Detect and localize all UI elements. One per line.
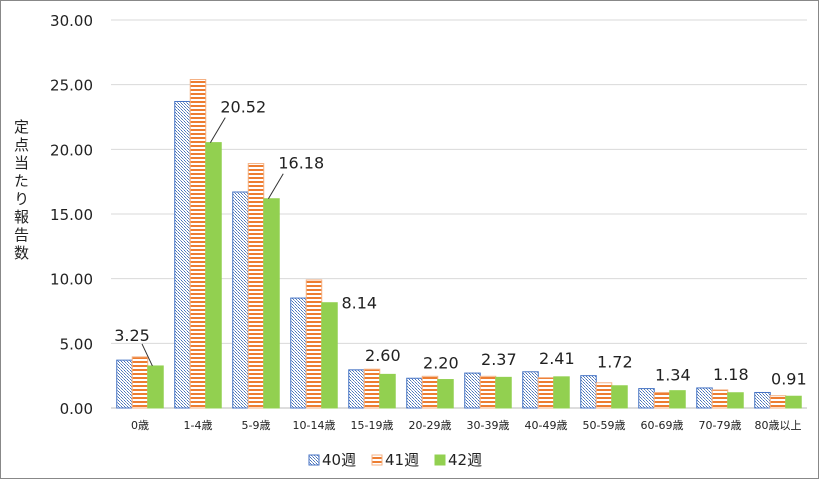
- bar-42週-30-39歳: [495, 376, 512, 409]
- legend-swatch: [308, 454, 320, 466]
- bar-42週-80歳以上: [785, 395, 802, 409]
- leader-line: [209, 117, 226, 143]
- bar-40週-15-19歳: [348, 369, 365, 409]
- bar-41週-15-19歳: [363, 368, 381, 409]
- data-label: 2.60: [365, 346, 401, 365]
- data-label: 2.37: [481, 350, 517, 369]
- x-tick-label: 1-4歳: [184, 419, 213, 432]
- bar-42週-1-4歳: [205, 142, 222, 409]
- x-tick-label: 70-79歳: [699, 419, 742, 432]
- bar-40週-30-39歳: [464, 372, 481, 409]
- data-label: 1.18: [713, 365, 749, 384]
- bar-41週-30-39歳: [479, 375, 497, 409]
- y-axis-title: 定点当たり報告数: [12, 119, 30, 263]
- bar-41週-20-29歳: [421, 375, 439, 409]
- data-label: 20.52: [220, 98, 266, 117]
- bar-41週-60-69歳: [653, 391, 671, 409]
- y-tick-label: 30.00: [50, 12, 93, 30]
- data-label: 2.20: [423, 353, 459, 372]
- bar-40週-70-79歳: [696, 387, 713, 409]
- y-tick-label: 15.00: [50, 206, 93, 224]
- bar-42週-5-9歳: [263, 198, 280, 409]
- y-tick-label: 10.00: [50, 271, 93, 289]
- bar-42週-60-69歳: [669, 390, 686, 409]
- x-tick-label: 5-9歳: [242, 419, 271, 432]
- bar-40週-20-29歳: [406, 377, 423, 409]
- data-label: 1.72: [597, 353, 633, 372]
- bar-41週-10-14歳: [305, 279, 323, 409]
- x-tick-label: 80歳以上: [755, 419, 802, 432]
- bar-40週-5-9歳: [232, 191, 249, 409]
- bar-41週-80歳以上: [769, 395, 787, 409]
- bar-40週-10-14歳: [290, 297, 307, 409]
- bar-42週-0歳: [147, 365, 164, 409]
- data-label: 2.41: [539, 349, 575, 368]
- x-tick-label: 40-49歳: [525, 419, 568, 432]
- bar-40週-1-4歳: [174, 100, 191, 409]
- leader-line: [141, 343, 153, 367]
- bar-40週-40-49歳: [522, 371, 539, 409]
- x-tick-label: 50-59歳: [583, 419, 626, 432]
- data-label: 0.91: [771, 369, 807, 388]
- bar-42週-20-29歳: [437, 379, 454, 409]
- x-tick-label: 60-69歳: [641, 419, 684, 432]
- bar-41週-40-49歳: [537, 377, 555, 409]
- x-tick-label: 10-14歳: [293, 419, 336, 432]
- leader-line: [267, 173, 284, 199]
- data-label: 16.18: [278, 154, 324, 173]
- bar-40週-0歳: [116, 359, 133, 409]
- y-tick-label: 5.00: [60, 335, 93, 353]
- data-label: 8.14: [341, 294, 377, 313]
- legend: 40週 41週 42週: [308, 451, 482, 469]
- bar-40週-60-69歳: [638, 388, 655, 409]
- bar-42週-10-14歳: [321, 302, 338, 409]
- y-tick-label: 0.00: [60, 400, 93, 418]
- legend-label: 42週: [448, 451, 482, 469]
- x-tick-label: 0歳: [131, 419, 149, 432]
- bar-42週-40-49歳: [553, 376, 570, 409]
- data-label: 1.34: [655, 366, 691, 385]
- bar-41週-0歳: [131, 356, 149, 409]
- bar-42週-15-19歳: [379, 373, 396, 409]
- x-tick-label: 30-39歳: [467, 419, 510, 432]
- bar-41週-50-59歳: [595, 382, 613, 409]
- bar-41週-70-79歳: [711, 389, 729, 409]
- x-tick-label: 20-29歳: [409, 419, 452, 432]
- y-tick-label: 25.00: [50, 77, 93, 95]
- legend-label: 41週: [385, 451, 419, 469]
- data-label: 3.25: [114, 326, 150, 345]
- bar-41週-1-4歳: [189, 78, 207, 409]
- bar-42週-50-59歳: [611, 385, 628, 409]
- x-tick-label: 15-19歳: [351, 419, 394, 432]
- bar-40週-50-59歳: [580, 375, 597, 409]
- bar-40週-80歳以上: [754, 391, 771, 409]
- y-tick-label: 20.00: [50, 141, 93, 159]
- legend-swatch: [434, 454, 446, 466]
- legend-label: 40週: [322, 451, 356, 469]
- legend-swatch: [371, 454, 383, 466]
- bar-42週-70-79歳: [727, 392, 744, 409]
- bar-41週-5-9歳: [247, 163, 265, 409]
